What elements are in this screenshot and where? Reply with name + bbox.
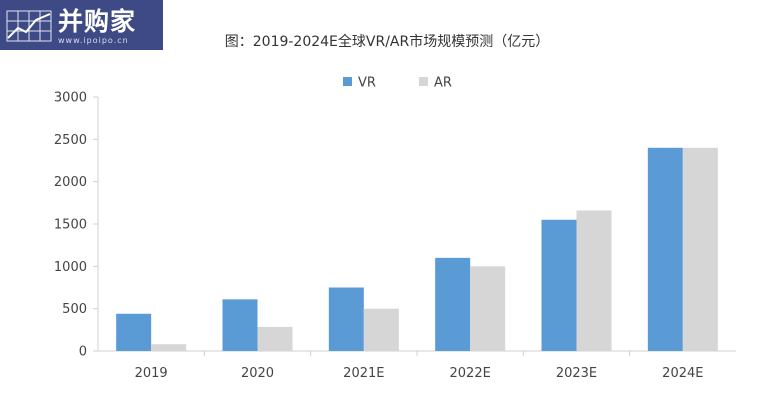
y-tick-label: 1000: [54, 260, 87, 275]
x-tick-label: 2022E: [450, 366, 491, 381]
legend-swatch-ar: [419, 77, 428, 86]
bar-vr: [435, 257, 471, 351]
logo-brand-text: 并购家: [58, 7, 137, 36]
bar-ar: [576, 210, 612, 351]
brand-logo: 并购家 www.ipoipo.cn: [0, 0, 163, 50]
x-tick-label: 2024E: [662, 366, 703, 381]
legend-swatch-vr: [343, 77, 352, 86]
legend-label-vr: VR: [358, 76, 376, 91]
y-tick-label: 2500: [54, 133, 87, 148]
x-tick-label: 2020: [241, 366, 274, 381]
y-tick-label: 3000: [54, 91, 87, 106]
bar-vr: [222, 299, 258, 351]
bar-vr: [541, 219, 577, 351]
y-tick-label: 1500: [54, 218, 87, 233]
legend: VR AR: [343, 76, 452, 91]
y-tick-label: 500: [62, 302, 87, 317]
bar-ar: [363, 308, 399, 351]
y-tick-label: 0: [79, 345, 87, 360]
x-tick-label: 2021E: [343, 366, 384, 381]
logo-url-text: www.ipoipo.cn: [58, 36, 129, 45]
x-tick-label: 2023E: [556, 366, 597, 381]
bar-vr: [328, 287, 364, 351]
chart-title: 图：2019-2024E全球VR/AR市场规模预测（亿元）: [224, 34, 550, 50]
chart-grid-icon: [6, 10, 52, 42]
y-axis: 0 500 1000 1500 2000 2500 3000: [54, 91, 99, 360]
bar-ar: [151, 344, 187, 351]
y-tick-label: 2000: [54, 175, 87, 190]
bar-ar: [257, 326, 293, 351]
x-tick-label: 2019: [135, 366, 168, 381]
legend-label-ar: AR: [434, 76, 452, 91]
bar-vr: [647, 147, 683, 351]
bar-ar: [682, 147, 718, 351]
bar-ar: [470, 266, 506, 351]
bars: [116, 147, 718, 351]
x-axis: 2019 2020 2021E 2022E 2023E 2024E: [98, 350, 736, 381]
bar-vr: [116, 313, 152, 351]
